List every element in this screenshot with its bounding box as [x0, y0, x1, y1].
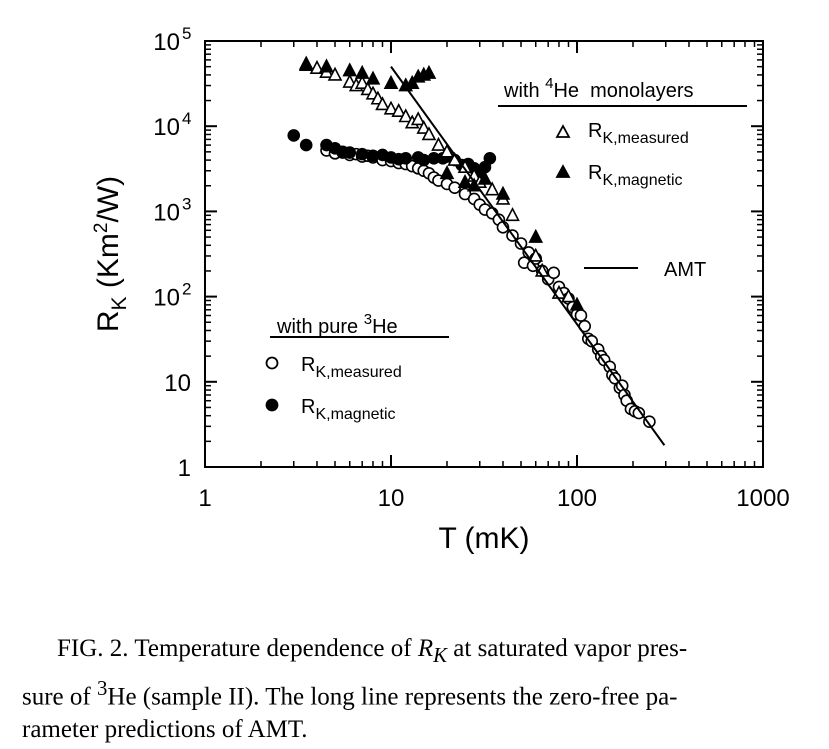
data-series — [287, 55, 656, 429]
data-point-he4-magnetic — [439, 165, 455, 180]
data-point-he4-magnetic — [319, 58, 334, 73]
y-tick-label-exponent: 5 — [182, 24, 191, 43]
data-point-he4-measured — [505, 207, 520, 222]
data-point-he4-measured — [375, 96, 390, 111]
data-point-he3-magnetic — [355, 147, 369, 161]
legend-he4-magnetic-label: RK,magnetic — [588, 162, 683, 189]
data-point-he4-measured — [410, 111, 426, 126]
data-point-he4-magnetic — [569, 296, 585, 311]
caption-line-1: FIG. 2. Temperature dependence of RK at … — [57, 635, 688, 667]
x-tick-label: 100 — [557, 485, 597, 512]
data-point-he4-magnetic — [528, 228, 544, 243]
legend-he3-magnetic-label: RK,magnetic — [301, 396, 396, 423]
data-point-he3-measured — [632, 406, 646, 420]
data-point-he4-magnetic — [365, 70, 381, 85]
y-axis-label: RK (Km2/W) — [91, 176, 131, 332]
data-point-he3-measured — [514, 237, 528, 250]
data-point-he4-measured — [421, 126, 437, 141]
y-tick-label: 10 — [164, 370, 191, 397]
data-point-he4-measured — [528, 247, 544, 262]
y-tick-label-exponent: 2 — [182, 280, 191, 299]
x-tick-label: 10 — [378, 485, 405, 512]
caption-line-2: sure of 3He (sample II). The long line r… — [22, 676, 678, 711]
legend-he3-magnetic-marker — [265, 398, 279, 412]
data-point-he3-magnetic — [399, 151, 413, 165]
data-point-he4-measured — [416, 119, 432, 134]
legend-he4-measured-label: RK,measured — [588, 120, 689, 147]
data-point-he4-magnetic — [421, 64, 437, 79]
figure-caption: FIG. 2. Temperature dependence of RK at … — [22, 632, 822, 746]
y-tick-label-exponent: 4 — [182, 109, 191, 128]
data-point-he4-magnetic — [477, 170, 493, 185]
data-point-he4-magnetic — [354, 64, 370, 79]
data-point-he3-measured — [574, 309, 588, 322]
legend-he3-title: with pure 3He — [276, 311, 398, 338]
amt-theory-line — [390, 66, 666, 446]
y-tick-label: 1 — [178, 455, 191, 482]
data-point-he4-measured — [398, 108, 414, 123]
series-group — [298, 55, 585, 311]
data-point-he4-magnetic — [342, 62, 358, 77]
data-point-he4-magnetic — [298, 55, 314, 70]
legend-he4-magnetic-marker — [555, 164, 571, 178]
data-point-he3-measured — [547, 266, 561, 280]
legend-he4-title: with 4He monolayers — [503, 75, 694, 102]
data-point-he4-magnetic — [495, 185, 511, 200]
data-point-he4-measured — [309, 59, 325, 74]
x-tick-labels: 1 10 100 1000 — [198, 485, 789, 512]
data-point-he3-magnetic — [417, 153, 431, 167]
y-tick-label: 10 — [153, 114, 180, 141]
data-point-he3-measured — [585, 334, 599, 348]
y-tick-label: 10 — [153, 29, 180, 56]
data-point-he4-measured — [439, 143, 455, 158]
x-tick-label: 1000 — [736, 485, 789, 512]
x-tick-label: 1 — [198, 485, 211, 512]
data-point-he4-measured — [354, 74, 370, 89]
y-tick-label: 10 — [153, 199, 180, 226]
legend-he3-measured-label: RK,measured — [301, 354, 402, 381]
data-point-he4-measured — [391, 102, 407, 117]
data-point-he3-magnetic — [287, 129, 301, 142]
y-tick-label: 10 — [153, 285, 180, 312]
data-point-he3-magnetic — [299, 138, 313, 152]
legend-he3-measured-marker — [265, 356, 279, 370]
legend-he4: with 4He monolayers RK,measured RK,magne… — [498, 75, 747, 281]
legend-he4-measured-marker — [555, 124, 571, 138]
legend-he3: with pure 3He RK,measured RK,magnetic — [265, 311, 449, 423]
caption-line-3: rameter predictions of AMT. — [22, 716, 308, 744]
x-axis-label: T (mK) — [438, 522, 529, 555]
data-point-he4-measured — [561, 288, 576, 303]
data-point-he4-measured — [431, 136, 446, 151]
data-point-he3-magnetic — [483, 151, 497, 165]
legend-amt-label: AMT — [664, 259, 706, 281]
data-point-he4-measured — [327, 66, 343, 81]
y-tick-label-exponent: 3 — [182, 194, 191, 213]
data-point-he4-magnetic — [383, 74, 399, 89]
plot-frame — [204, 40, 764, 468]
data-point-he4-magnetic — [457, 173, 473, 189]
data-point-he4-measured — [383, 100, 399, 115]
data-point-he4-measured — [484, 181, 500, 196]
axis-ticks — [204, 40, 764, 468]
data-point-he3-magnetic — [343, 146, 357, 159]
series-group — [287, 129, 497, 183]
